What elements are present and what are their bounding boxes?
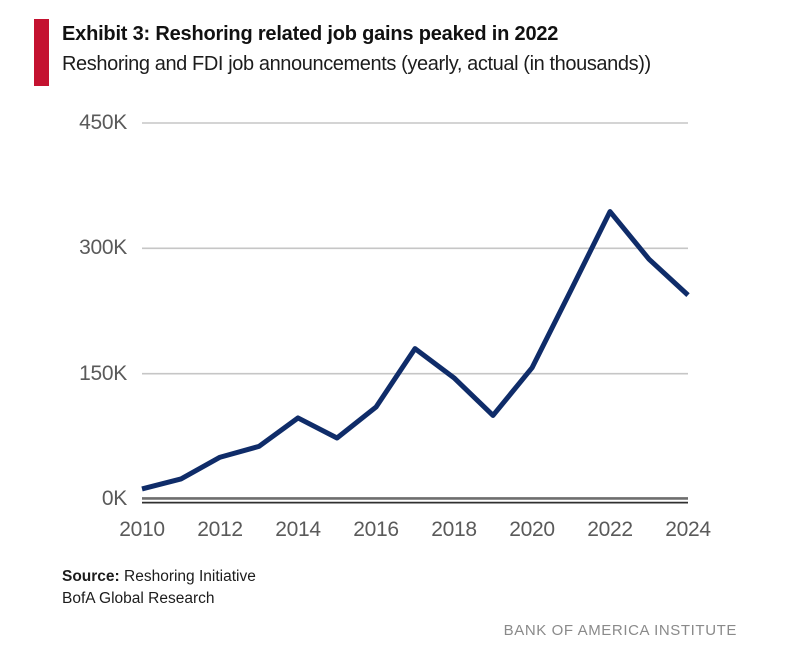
brand-text: BANK OF AMERICA INSTITUTE <box>503 622 737 639</box>
source-line-1: Source: Reshoring Initiative <box>62 566 256 588</box>
y-tick-label-450K: 450K <box>79 111 127 134</box>
source-block: Source: Reshoring Initiative BofA Global… <box>62 566 256 610</box>
exhibit-accent-bar <box>34 19 49 86</box>
y-tick-label-150K: 150K <box>79 361 127 385</box>
exhibit-title: Exhibit 3: Reshoring related job gains p… <box>62 23 559 45</box>
x-tick-label-2016: 2016 <box>353 518 399 541</box>
x-tick-label-2018: 2018 <box>431 518 477 541</box>
x-tick-label-2024: 2024 <box>665 518 711 541</box>
y-tick-label-300K: 300K <box>79 236 127 260</box>
source-line-2: BofA Global Research <box>62 590 215 607</box>
x-tick-label-2022: 2022 <box>587 518 633 541</box>
x-tick-label-2010: 2010 <box>119 518 165 541</box>
y-tick-label-0K: 0K <box>101 487 127 510</box>
exhibit-subtitle: Reshoring and FDI job announcements (yea… <box>62 53 651 75</box>
x-tick-label-2020: 2020 <box>509 518 555 541</box>
source-value: Reshoring Initiative <box>119 568 256 585</box>
source-label: Source: <box>62 568 120 585</box>
x-tick-label-2014: 2014 <box>275 518 321 541</box>
x-tick-label-2012: 2012 <box>197 518 243 541</box>
series-line-reshoring-fdi <box>141 209 690 492</box>
